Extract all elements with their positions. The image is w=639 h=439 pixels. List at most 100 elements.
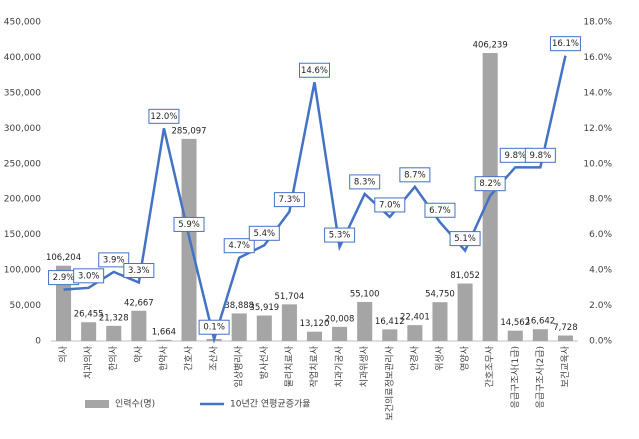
y2-tick-label: 4.0%	[589, 266, 612, 276]
x-tick-label: 영양사	[460, 345, 471, 371]
line-value-label: 2.9%	[53, 273, 75, 283]
bar-value-label: 54,750	[425, 290, 455, 300]
bar-value-label: 13,120	[300, 319, 330, 329]
y-tick-label: 200,000	[4, 195, 41, 205]
line-value-label: 5.9%	[178, 220, 200, 230]
line-label-box	[399, 167, 431, 183]
line-label-box	[299, 62, 330, 78]
line-value-label: 3.3%	[128, 266, 150, 276]
bar-value-label: 406,239	[473, 41, 508, 51]
line-label-box	[524, 147, 556, 163]
x-tick-label: 간호조무사	[485, 345, 496, 387]
bar	[81, 322, 97, 341]
y-tick-label: 250,000	[4, 159, 41, 169]
line-value-label: 5.4%	[254, 229, 276, 239]
y-tick-label: 100,000	[4, 266, 41, 276]
line-label-box	[73, 268, 105, 284]
bar	[432, 302, 448, 341]
bar-value-label: 42,667	[124, 298, 154, 308]
bar	[106, 325, 122, 341]
line-value-label: 3.0%	[78, 271, 100, 281]
y-tick-label: 300,000	[4, 124, 41, 134]
bar-value-label: 51,704	[275, 292, 305, 302]
y2-tick-label: 12.0%	[583, 124, 612, 134]
bar-value-label: 16,412	[375, 317, 405, 327]
bar	[507, 330, 523, 341]
line-value-label: 16.1%	[552, 39, 579, 49]
line-value-label: 7.0%	[379, 200, 401, 210]
line-value-label: 8.7%	[404, 170, 426, 180]
bar-value-label: 22,401	[400, 313, 430, 323]
line-label-box	[98, 252, 130, 268]
line-value-label: 3.9%	[103, 255, 125, 265]
x-tick-label: 안경사	[408, 345, 420, 371]
line-label-box	[324, 227, 356, 243]
y2-tick-label: 8.0%	[589, 195, 612, 205]
line-value-label: 5.3%	[329, 231, 351, 241]
line-value-label: 9.8%	[504, 151, 526, 161]
x-tick-label: 응급구조사(1급)	[510, 346, 521, 408]
line-value-label: 8.3%	[354, 177, 376, 187]
y2-tick-label: 6.0%	[589, 230, 612, 240]
legend-swatch	[85, 400, 109, 408]
x-tick-label: 응급구조사(2급)	[535, 346, 546, 408]
x-tick-label: 의사	[58, 345, 69, 362]
bar	[256, 315, 272, 341]
bar-value-label: 16,642	[525, 317, 555, 327]
line-value-label: 14.6%	[301, 66, 328, 76]
bar-value-label: 7,728	[553, 323, 577, 333]
y-tick-label: 350,000	[4, 88, 41, 98]
y2-tick-label: 14.0%	[583, 88, 612, 98]
line-label-box	[173, 216, 205, 232]
y-tick-label: 400,000	[4, 53, 41, 63]
x-tick-label: 작업치료사	[308, 345, 320, 387]
legend-label: 10년간 연평균증가율	[230, 399, 311, 410]
line	[63, 55, 567, 344]
bar-value-label: 20,008	[325, 314, 355, 324]
y-tick-label: 0	[35, 337, 41, 347]
x-tick-label: 물리치료사	[283, 345, 295, 387]
line-label-box	[148, 108, 180, 124]
x-tick-label: 치과기공사	[333, 345, 345, 387]
x-tick-label: 약사	[132, 345, 144, 362]
x-tick-label: 임상병리사	[233, 345, 245, 387]
x-tick-label: 간호사	[184, 345, 195, 371]
x-tick-label: 치과의사	[82, 345, 94, 379]
bar	[332, 326, 348, 341]
y2-tick-label: 0.0%	[589, 337, 612, 347]
y2-tick-label: 2.0%	[589, 301, 612, 311]
line-value-label: 7.3%	[279, 195, 301, 205]
bar-value-label: 35,919	[249, 303, 279, 313]
y-tick-label: 50,000	[10, 301, 42, 311]
line-value-label: 6.7%	[429, 206, 451, 216]
bar	[557, 335, 573, 341]
line-label-box	[273, 192, 305, 208]
legend-label: 인력수(명)	[115, 398, 155, 410]
line-value-label: 12.0%	[150, 112, 177, 122]
bar-value-label: 26,455	[74, 310, 104, 320]
line-value-label: 8.2%	[479, 179, 501, 189]
bar-value-label: 81,052	[450, 271, 480, 281]
bar	[281, 304, 297, 341]
x-tick-label: 방사선사	[259, 345, 270, 379]
line-label-box	[374, 197, 406, 213]
bar	[231, 313, 247, 341]
line-label-box	[424, 202, 456, 218]
x-tick-label: 보건교육사	[560, 345, 571, 387]
bar-value-label: 38,888	[224, 301, 254, 311]
x-tick-label: 한약사	[157, 345, 169, 371]
line-label-box	[449, 231, 481, 247]
x-tick-label: 조산사	[209, 345, 220, 371]
bar-value-label: 14,562	[500, 318, 530, 328]
line-label-box	[198, 319, 230, 335]
bar-value-label: 106,204	[46, 253, 81, 263]
bar	[407, 325, 423, 341]
x-tick-label: 치과위생사	[358, 345, 370, 387]
y2-tick-label: 10.0%	[583, 159, 612, 169]
bar	[457, 283, 473, 341]
line-label-box	[349, 174, 381, 190]
x-tick-label: 위생사	[434, 345, 445, 371]
bar	[357, 301, 373, 341]
y2-tick-label: 18.0%	[583, 18, 612, 28]
